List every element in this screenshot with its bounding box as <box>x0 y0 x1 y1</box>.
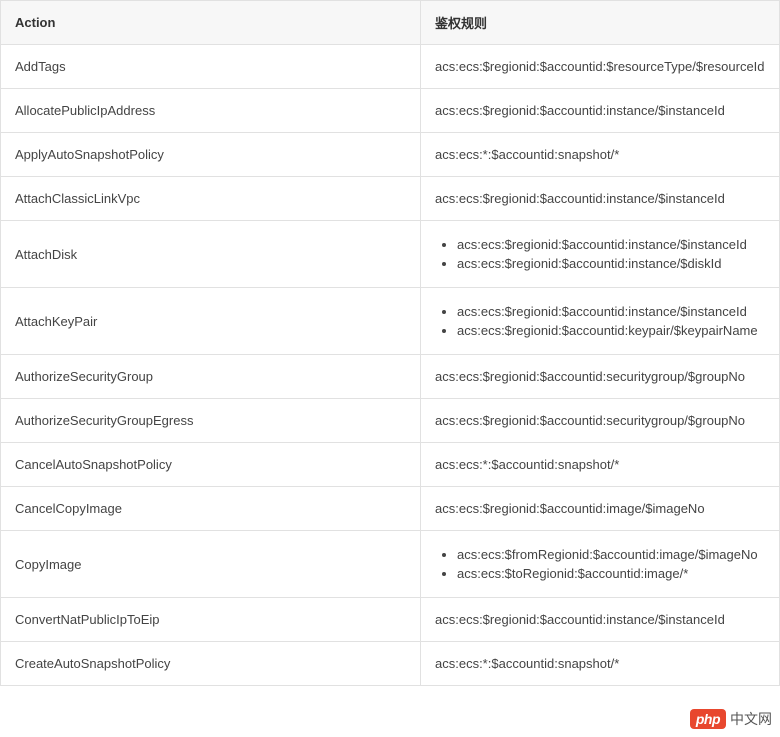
rule-list: acs:ecs:$regionid:$accountid:instance/$i… <box>435 302 765 340</box>
table-row: AuthorizeSecurityGroupacs:ecs:$regionid:… <box>1 355 780 399</box>
table-row: AllocatePublicIpAddressacs:ecs:$regionid… <box>1 89 780 133</box>
table-row: AttachKeyPair acs:ecs:$regionid:$accounti… <box>1 288 780 355</box>
watermark-text: 中文网 <box>730 709 772 729</box>
rule-cell: acs:ecs:*:$accountid:snapshot/* <box>421 133 780 177</box>
rule-cell: acs:ecs:$regionid:$accountid:$resourceTy… <box>421 45 780 89</box>
rule-cell: acs:ecs:$regionid:$accountid:image/$imag… <box>421 487 780 531</box>
action-cell: CancelCopyImage <box>1 487 421 531</box>
rule-cell: acs:ecs:$regionid:$accountid:instance/$i… <box>421 221 780 288</box>
watermark-badge: php <box>690 709 726 729</box>
table-row: AddTagsacs:ecs:$regionid:$accountid:$res… <box>1 45 780 89</box>
header-action: Action <box>1 1 421 45</box>
rule-cell: acs:ecs:$regionid:$accountid:instance/$i… <box>421 598 780 642</box>
rule-list-item: acs:ecs:$regionid:$accountid:instance/$i… <box>457 302 765 321</box>
rule-list-item: acs:ecs:$regionid:$accountid:keypair/$ke… <box>457 321 765 340</box>
rule-cell: acs:ecs:$regionid:$accountid:instance/$i… <box>421 89 780 133</box>
rule-list-item: acs:ecs:$regionid:$accountid:instance/$d… <box>457 254 765 273</box>
rule-cell: acs:ecs:$regionid:$accountid:securitygro… <box>421 355 780 399</box>
table-row: ApplyAutoSnapshotPolicyacs:ecs:*:$accoun… <box>1 133 780 177</box>
action-cell: AddTags <box>1 45 421 89</box>
rule-list-item: acs:ecs:$toRegionid:$accountid:image/* <box>457 564 765 583</box>
table-row: ConvertNatPublicIpToEipacs:ecs:$regionid… <box>1 598 780 642</box>
action-cell: AttachDisk <box>1 221 421 288</box>
action-cell: CreateAutoSnapshotPolicy <box>1 642 421 686</box>
table-row: AttachDisk acs:ecs:$regionid:$accountid:i… <box>1 221 780 288</box>
table-row: CancelAutoSnapshotPolicyacs:ecs:*:$accou… <box>1 443 780 487</box>
table-row: AuthorizeSecurityGroupEgressacs:ecs:$reg… <box>1 399 780 443</box>
rule-cell: acs:ecs:$regionid:$accountid:instance/$i… <box>421 288 780 355</box>
rule-cell: acs:ecs:*:$accountid:snapshot/* <box>421 443 780 487</box>
rule-cell: acs:ecs:$regionid:$accountid:instance/$i… <box>421 177 780 221</box>
table-row: CopyImage acs:ecs:$fromRegionid:$accounti… <box>1 531 780 598</box>
rule-list-item: acs:ecs:$fromRegionid:$accountid:image/$… <box>457 545 765 564</box>
action-cell: CopyImage <box>1 531 421 598</box>
header-rule: 鉴权规则 <box>421 1 780 45</box>
watermark: php 中文网 <box>690 709 772 729</box>
rule-list: acs:ecs:$fromRegionid:$accountid:image/$… <box>435 545 765 583</box>
action-cell: ApplyAutoSnapshotPolicy <box>1 133 421 177</box>
action-cell: AllocatePublicIpAddress <box>1 89 421 133</box>
table-row: AttachClassicLinkVpcacs:ecs:$regionid:$a… <box>1 177 780 221</box>
action-cell: AuthorizeSecurityGroup <box>1 355 421 399</box>
rule-cell: acs:ecs:$regionid:$accountid:securitygro… <box>421 399 780 443</box>
table-row: CreateAutoSnapshotPolicyacs:ecs:*:$accou… <box>1 642 780 686</box>
rule-cell: acs:ecs:*:$accountid:snapshot/* <box>421 642 780 686</box>
table-row: CancelCopyImageacs:ecs:$regionid:$accoun… <box>1 487 780 531</box>
action-cell: ConvertNatPublicIpToEip <box>1 598 421 642</box>
action-cell: AttachClassicLinkVpc <box>1 177 421 221</box>
auth-rules-table: Action 鉴权规则 AddTagsacs:ecs:$regionid:$ac… <box>0 0 780 686</box>
action-cell: AuthorizeSecurityGroupEgress <box>1 399 421 443</box>
action-cell: CancelAutoSnapshotPolicy <box>1 443 421 487</box>
action-cell: AttachKeyPair <box>1 288 421 355</box>
rule-list: acs:ecs:$regionid:$accountid:instance/$i… <box>435 235 765 273</box>
rule-cell: acs:ecs:$fromRegionid:$accountid:image/$… <box>421 531 780 598</box>
rule-list-item: acs:ecs:$regionid:$accountid:instance/$i… <box>457 235 765 254</box>
